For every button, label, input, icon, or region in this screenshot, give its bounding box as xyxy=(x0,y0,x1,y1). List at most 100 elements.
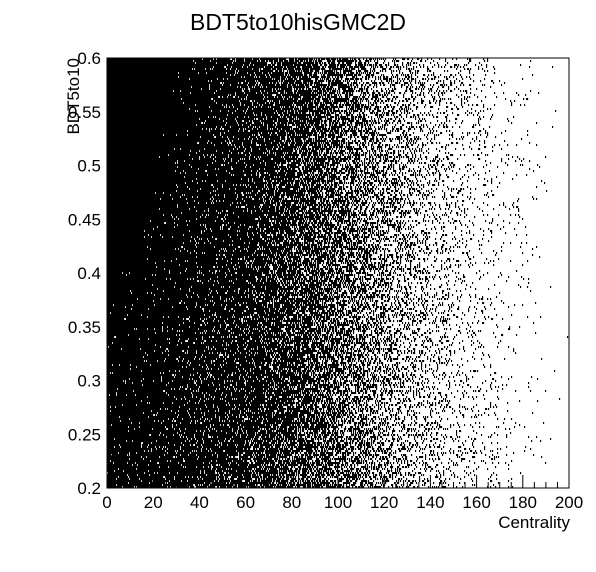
data-point xyxy=(120,440,121,442)
data-point xyxy=(119,276,120,278)
data-point xyxy=(121,412,122,414)
data-point xyxy=(118,222,119,224)
data-point xyxy=(114,262,115,264)
data-point xyxy=(121,268,122,270)
data-point xyxy=(109,374,110,376)
data-point xyxy=(108,232,109,234)
data-point xyxy=(113,168,114,170)
data-point xyxy=(115,194,116,196)
data-point xyxy=(109,258,110,260)
data-point xyxy=(116,242,117,244)
data-point xyxy=(117,120,118,122)
data-point xyxy=(112,124,113,126)
data-point xyxy=(114,80,115,82)
data-point xyxy=(110,238,111,240)
data-point xyxy=(112,106,113,108)
data-point xyxy=(119,126,120,128)
data-point xyxy=(118,82,119,84)
data-point xyxy=(119,450,120,452)
data-point xyxy=(121,338,122,340)
data-point xyxy=(108,330,109,332)
data-point xyxy=(107,136,108,138)
data-point xyxy=(116,410,117,412)
data-point xyxy=(121,274,122,276)
data-point xyxy=(120,188,121,190)
data-point xyxy=(118,402,119,404)
data-point xyxy=(108,472,109,474)
data-point xyxy=(120,124,121,126)
data-point xyxy=(119,300,120,302)
data-point xyxy=(117,456,118,458)
data-point xyxy=(113,250,114,252)
data-point xyxy=(121,350,122,352)
data-point xyxy=(109,364,110,366)
data-point xyxy=(114,286,115,288)
data-point xyxy=(119,200,120,202)
data-point xyxy=(111,84,112,86)
data-point xyxy=(113,314,114,316)
data-point xyxy=(116,294,117,296)
data-point xyxy=(112,148,113,150)
data-point xyxy=(118,250,119,252)
data-point xyxy=(107,428,108,430)
data-point xyxy=(118,146,119,148)
data-point xyxy=(120,382,121,384)
data-point xyxy=(109,220,110,222)
data-point xyxy=(110,180,111,182)
data-point xyxy=(113,360,114,362)
data-point xyxy=(114,196,115,198)
data-point xyxy=(108,320,109,322)
data-point xyxy=(115,134,116,136)
data-point xyxy=(108,308,109,310)
data-point xyxy=(111,284,112,286)
data-point xyxy=(107,436,108,438)
data-point xyxy=(107,128,108,130)
data-point xyxy=(115,120,116,122)
data-point xyxy=(107,92,108,94)
data-point xyxy=(120,346,121,348)
data-point xyxy=(121,322,122,324)
data-point xyxy=(109,200,110,202)
data-point xyxy=(116,256,117,258)
data-point xyxy=(117,420,118,422)
data-point xyxy=(110,458,111,460)
data-point xyxy=(118,338,119,340)
data-point xyxy=(112,234,113,236)
data-point xyxy=(118,324,119,326)
data-point xyxy=(119,202,120,204)
data-point xyxy=(114,376,115,378)
data-point xyxy=(112,204,113,206)
data-point xyxy=(116,446,117,448)
data-point xyxy=(120,314,121,316)
data-point xyxy=(116,344,117,346)
data-point xyxy=(113,86,114,88)
data-point xyxy=(113,158,114,160)
data-point xyxy=(114,448,115,450)
data-point xyxy=(117,200,118,202)
data-point xyxy=(113,208,114,210)
data-point xyxy=(118,436,119,438)
data-point xyxy=(110,128,111,130)
data-point xyxy=(110,286,111,288)
data-point xyxy=(114,240,115,242)
data-point xyxy=(108,462,109,464)
data-point xyxy=(117,454,118,456)
data-point xyxy=(110,236,111,238)
data-point xyxy=(119,222,120,224)
data-point xyxy=(107,116,108,118)
data-point xyxy=(110,420,111,422)
data-point xyxy=(117,378,118,380)
data-point xyxy=(109,320,110,322)
data-point xyxy=(114,476,115,478)
data-point xyxy=(111,88,112,90)
data-point xyxy=(117,256,118,258)
data-point xyxy=(120,186,121,188)
data-point xyxy=(111,320,112,322)
data-point xyxy=(116,212,117,214)
data-point xyxy=(113,440,114,442)
data-point xyxy=(113,184,114,186)
data-point xyxy=(115,282,116,284)
data-point xyxy=(111,256,112,258)
data-point xyxy=(107,284,108,286)
data-point xyxy=(113,226,114,228)
